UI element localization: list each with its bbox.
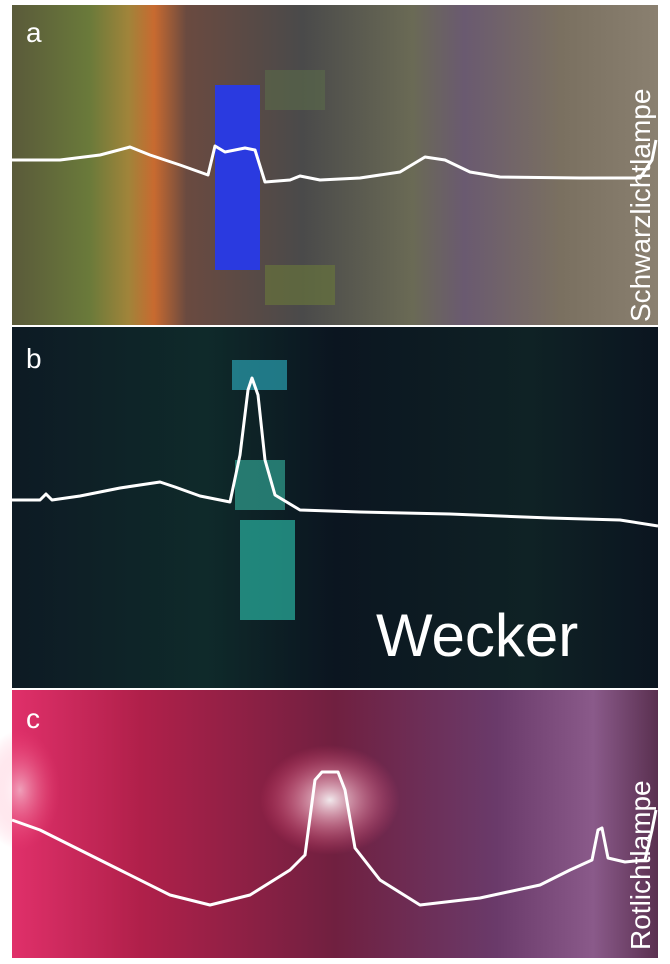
band bbox=[265, 70, 325, 110]
panel-b: b Wecker bbox=[12, 327, 658, 688]
band bbox=[232, 360, 287, 390]
band bbox=[235, 460, 285, 510]
band bbox=[240, 520, 295, 620]
page: a Schwarzlichtlampe b Wecker c Rotlichtl… bbox=[0, 0, 670, 964]
panel-caption: Rotlichtlampe bbox=[625, 780, 656, 950]
blue-band bbox=[215, 85, 260, 270]
glow bbox=[260, 745, 400, 855]
panel-label: c bbox=[26, 703, 40, 734]
panel-c: c Rotlichtlampe bbox=[0, 690, 658, 958]
panel-caption: Wecker bbox=[376, 602, 578, 669]
panel-label: b bbox=[26, 343, 42, 374]
band bbox=[265, 265, 335, 305]
figure: a Schwarzlichtlampe b Wecker c Rotlichtl… bbox=[0, 0, 670, 964]
panel-a: a Schwarzlichtlampe bbox=[12, 5, 658, 325]
panel-label: a bbox=[26, 17, 42, 48]
panel-caption: Schwarzlichtlampe bbox=[625, 89, 656, 322]
